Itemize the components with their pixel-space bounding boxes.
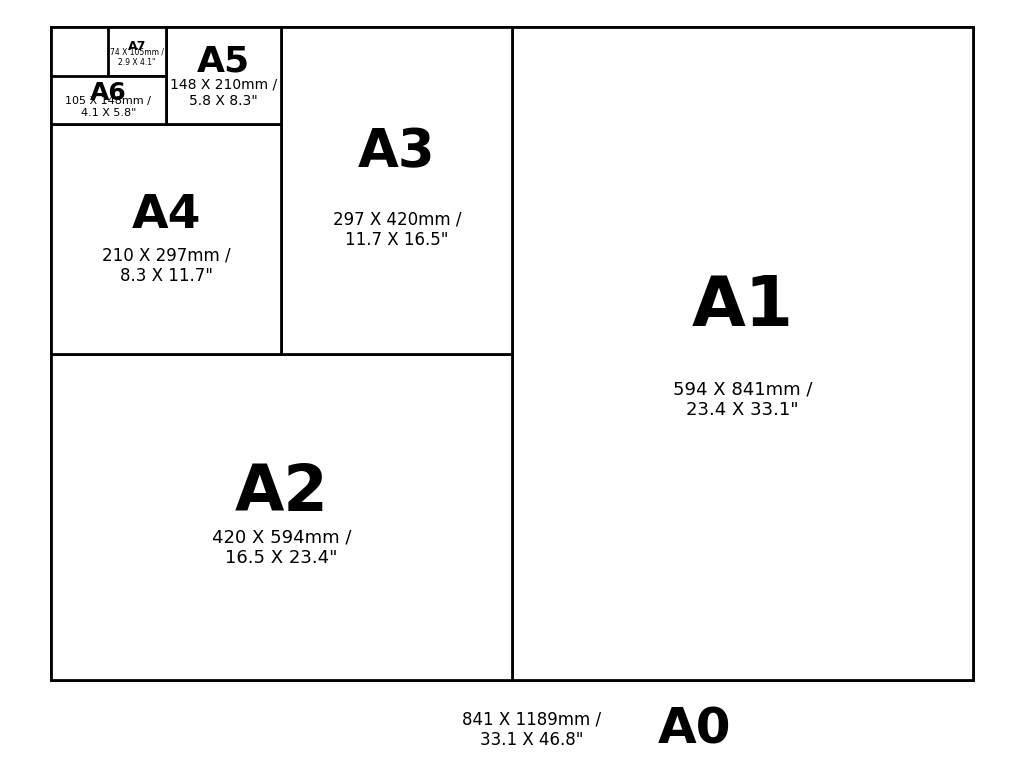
Text: A4: A4	[131, 193, 201, 238]
Text: 105 X 148mm /
4.1 X 5.8": 105 X 148mm / 4.1 X 5.8"	[66, 96, 152, 118]
Bar	[166, 28, 282, 124]
Text: A7: A7	[128, 40, 146, 53]
Bar	[51, 75, 166, 124]
Bar	[109, 28, 166, 75]
Text: 148 X 210mm /
5.8 X 8.3": 148 X 210mm / 5.8 X 8.3"	[170, 78, 278, 108]
Bar	[51, 28, 166, 124]
Text: A1: A1	[691, 274, 794, 341]
Text: A2: A2	[234, 462, 329, 524]
Text: 594 X 841mm /
23.4 X 33.1": 594 X 841mm / 23.4 X 33.1"	[673, 381, 812, 419]
Bar	[51, 28, 973, 680]
Text: 210 X 297mm /
8.3 X 11.7": 210 X 297mm / 8.3 X 11.7"	[101, 246, 230, 285]
Text: 297 X 420mm /
11.7 X 16.5": 297 X 420mm / 11.7 X 16.5"	[333, 210, 461, 249]
Text: A5: A5	[197, 45, 250, 78]
Bar	[51, 354, 512, 680]
Bar	[512, 28, 973, 680]
Text: 74 X 105mm /
2.9 X 4.1": 74 X 105mm / 2.9 X 4.1"	[111, 48, 164, 68]
Text: 841 X 1189mm /
33.1 X 46.8": 841 X 1189mm / 33.1 X 46.8"	[462, 711, 601, 749]
Bar	[282, 28, 512, 354]
Text: 420 X 594mm /
16.5 X 23.4": 420 X 594mm / 16.5 X 23.4"	[212, 528, 351, 567]
Text: A6: A6	[90, 82, 127, 105]
Text: A3: A3	[358, 126, 435, 178]
Text: A0: A0	[657, 706, 731, 754]
Bar	[51, 124, 282, 354]
